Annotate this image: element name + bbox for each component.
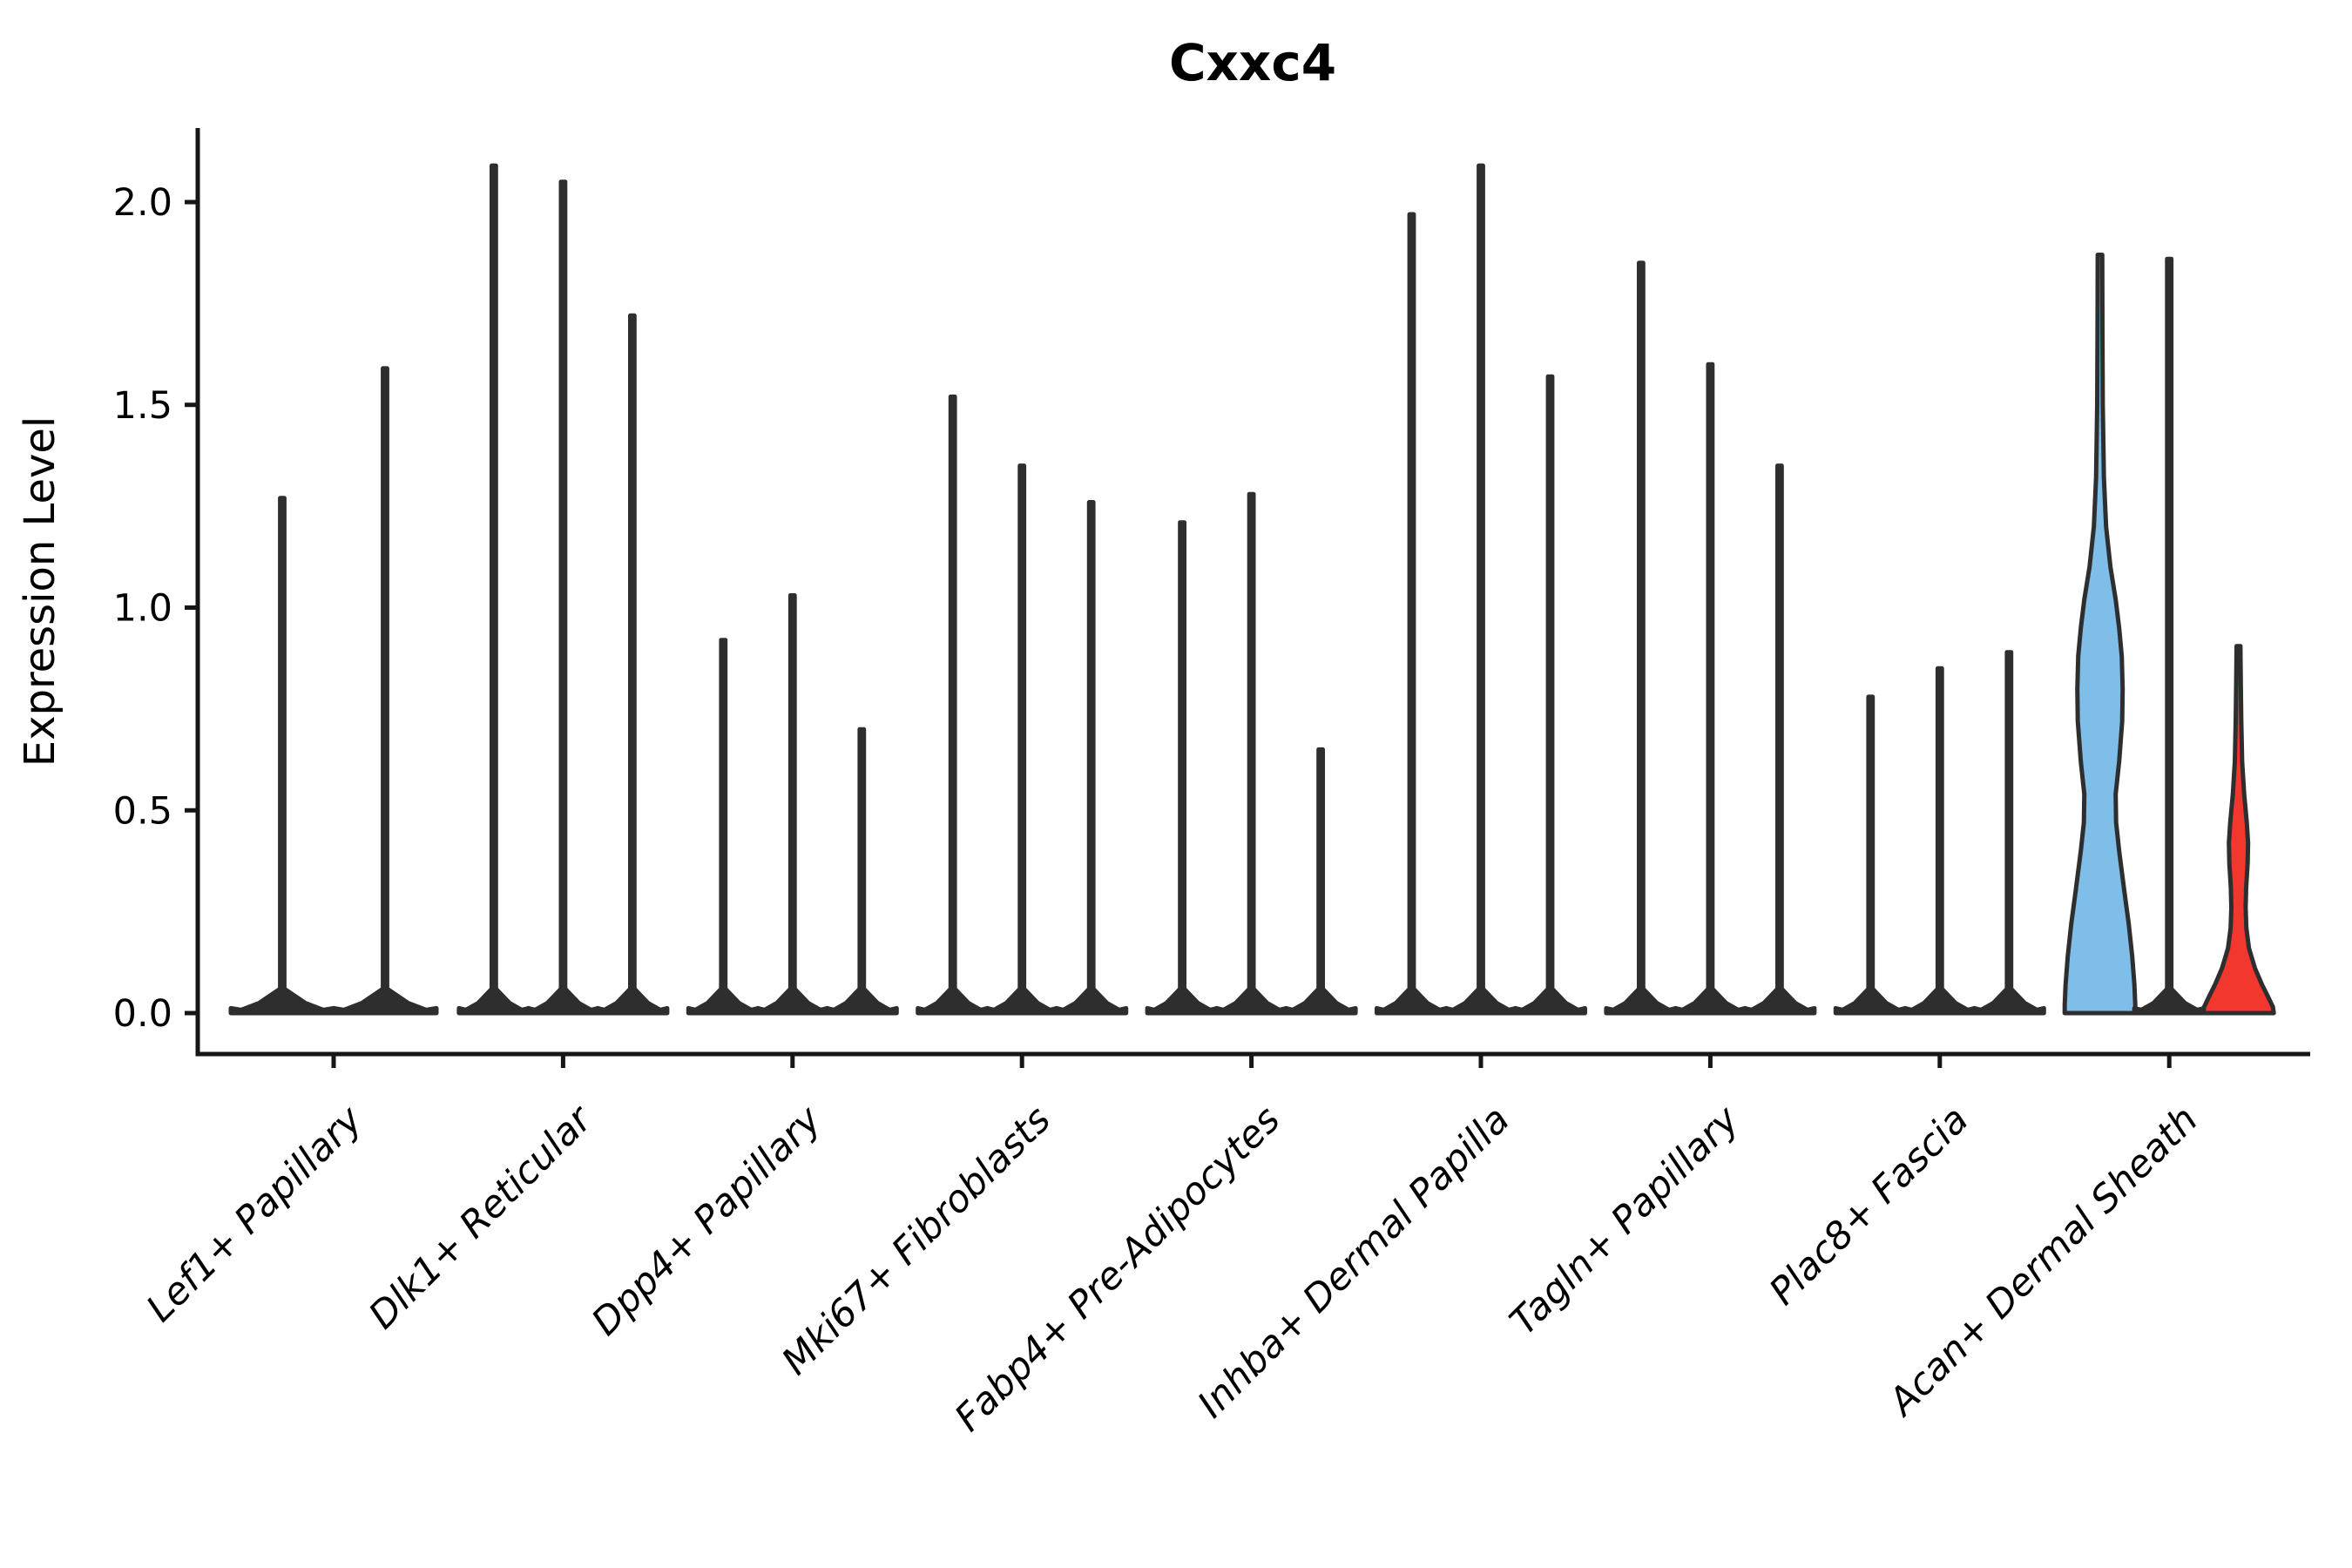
y-axis-label: Expression Level	[16, 416, 64, 767]
violin-spike	[984, 463, 1059, 1016]
violin-spike	[595, 313, 670, 1016]
violin-spike	[755, 593, 830, 1016]
violin-spike	[525, 179, 600, 1016]
violin-spike	[686, 638, 760, 1016]
violin-spike	[1214, 491, 1289, 1016]
violin-spike	[2132, 256, 2207, 1016]
y-tick-label: 2.0	[113, 181, 172, 225]
violin-spike	[331, 366, 439, 1016]
violin-spike	[1604, 260, 1679, 1016]
x-tick-label: Dlk1+ Reticular	[361, 1097, 602, 1338]
violin-spike	[824, 727, 899, 1016]
x-tick-label: Tagln+ Papillary	[1502, 1098, 1748, 1344]
y-tick-label: 1.0	[113, 587, 172, 631]
y-tick-label: 1.5	[113, 384, 172, 428]
violin-shape	[2062, 253, 2138, 1016]
violin-spike	[1054, 500, 1129, 1016]
violin-spike	[1833, 694, 1908, 1016]
violin-spike	[1742, 463, 1817, 1016]
chart-title: Cxxc4	[1169, 33, 1336, 92]
violin-spike	[1283, 747, 1358, 1016]
y-tick-label: 0.0	[113, 992, 172, 1036]
violin-shape	[2200, 644, 2276, 1016]
violin-spike	[228, 496, 336, 1016]
x-tick-label: Plac8+ Fascia	[1761, 1098, 1977, 1314]
x-tick-label: Dpp4+ Papillary	[584, 1098, 830, 1344]
violin-spike	[1971, 650, 2046, 1016]
violin-spike	[1903, 666, 1977, 1016]
violin-spike	[1673, 362, 1747, 1016]
y-tick-label: 0.5	[113, 789, 172, 833]
violin-spike	[1513, 374, 1587, 1016]
violin-spike	[1145, 520, 1220, 1016]
violin-spike	[1375, 212, 1449, 1016]
x-tick-label: Lef1+ Papillary	[139, 1098, 371, 1330]
violin-spike	[1443, 163, 1518, 1016]
violin-spike	[456, 163, 531, 1016]
violin-spike	[916, 394, 990, 1016]
